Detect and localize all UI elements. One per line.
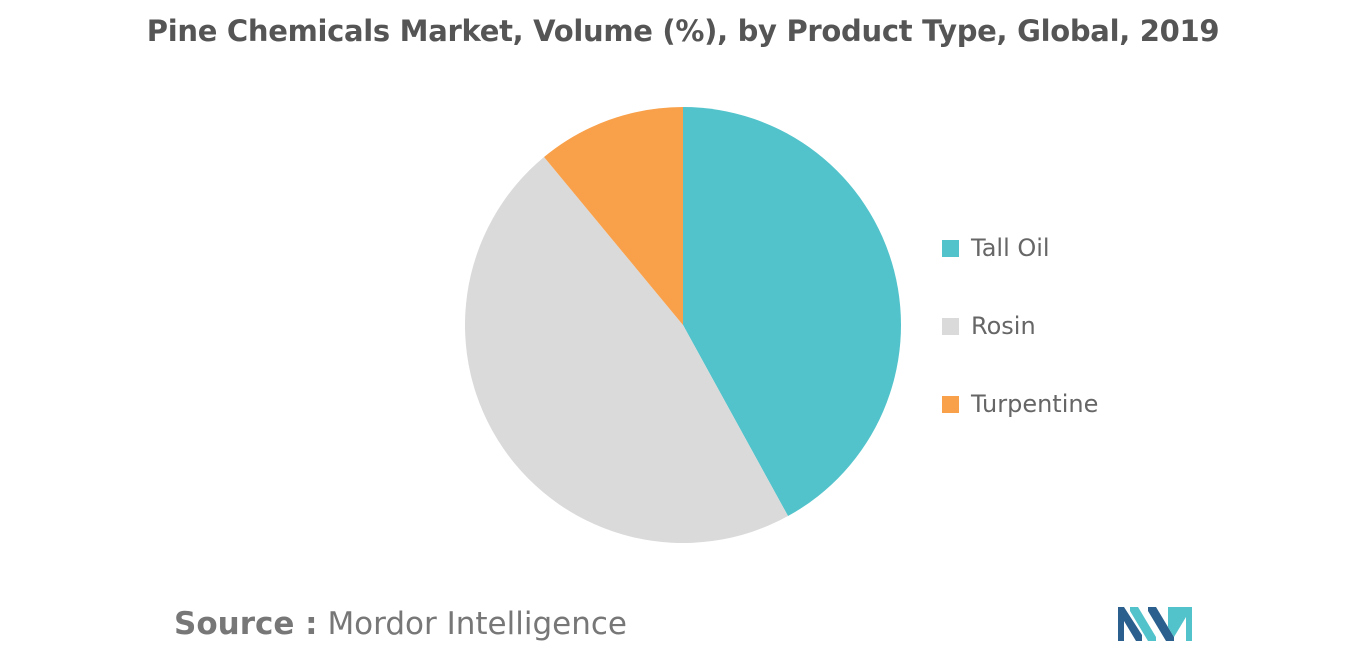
source-line: Source : Mordor Intelligence bbox=[174, 606, 627, 642]
legend-label-tall-oil: Tall Oil bbox=[971, 234, 1050, 262]
pie-slice-rosin[interactable] bbox=[464, 157, 789, 543]
legend-item-turpentine[interactable]: Turpentine bbox=[942, 386, 1098, 422]
pie-slice-tall-oil[interactable] bbox=[683, 107, 901, 517]
mordor-intelligence-logo-icon bbox=[1118, 607, 1192, 641]
legend-swatch-rosin bbox=[942, 317, 959, 335]
legend-swatch-turpentine bbox=[942, 395, 959, 413]
logo-shape-center bbox=[1148, 607, 1174, 641]
legend-item-tall-oil[interactable]: Tall Oil bbox=[942, 230, 1098, 266]
legend-swatch-tall-oil bbox=[942, 239, 959, 257]
chart-title: Pine Chemicals Market, Volume (%), by Pr… bbox=[146, 14, 1220, 48]
logo-shape-right bbox=[1168, 607, 1192, 641]
pie-slice-turpentine[interactable] bbox=[544, 107, 683, 325]
logo-shape-middle bbox=[1130, 607, 1156, 641]
pie-slices bbox=[464, 107, 901, 543]
legend-label-turpentine: Turpentine bbox=[971, 390, 1099, 418]
logo-shape-left bbox=[1118, 607, 1142, 641]
source-label: Source : bbox=[174, 606, 318, 642]
legend: Tall Oil Rosin Turpentine bbox=[942, 230, 1098, 464]
source-text: Mordor Intelligence bbox=[327, 606, 627, 642]
legend-item-rosin[interactable]: Rosin bbox=[942, 308, 1098, 344]
legend-label-rosin: Rosin bbox=[971, 312, 1036, 340]
